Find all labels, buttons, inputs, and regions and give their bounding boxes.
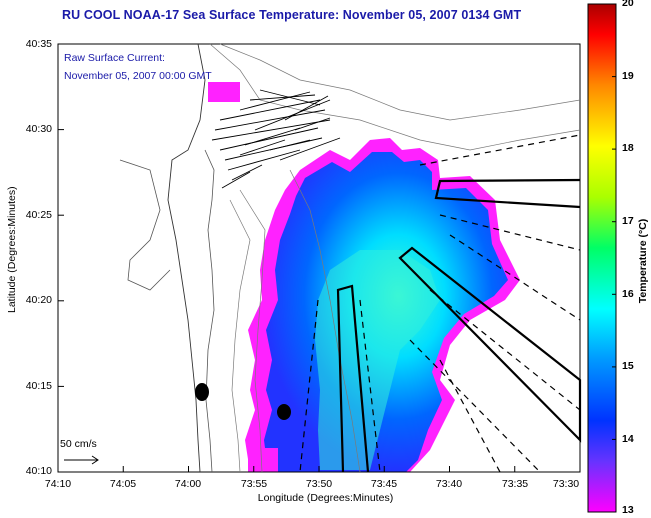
coastal-blob-1 xyxy=(195,383,209,401)
x-tick-label: 73:35 xyxy=(501,478,529,490)
colorbar-tick-label: 15 xyxy=(622,360,634,372)
legend-line-1: Raw Surface Current: xyxy=(64,52,165,64)
y-tick-label: 40:30 xyxy=(25,123,52,135)
survey-boxes xyxy=(336,178,582,473)
scale-label: 50 cm/s xyxy=(60,438,97,450)
colorbar xyxy=(587,3,617,513)
y-tick-label: 40:20 xyxy=(25,294,52,306)
colorbar-tick-label: 13 xyxy=(622,504,634,516)
x-tick-label: 73:45 xyxy=(370,478,398,490)
x-tick-label: 74:05 xyxy=(109,478,137,490)
axis-ticks xyxy=(58,43,516,472)
figure-title: RU COOL NOAA-17 Sea Surface Temperature:… xyxy=(62,8,522,22)
y-tick-label: 40:10 xyxy=(25,465,52,477)
x-tick-label: 74:00 xyxy=(174,478,202,490)
radar-sectors xyxy=(299,134,581,473)
y-tick-label: 40:15 xyxy=(25,380,52,392)
scale-arrow xyxy=(64,455,99,465)
legend-line-2: November 05, 2007 00:00 GMT xyxy=(64,70,212,82)
bathymetry-contours xyxy=(209,43,581,473)
sst-patch xyxy=(208,82,520,472)
x-tick-label: 73:55 xyxy=(240,478,268,490)
coastline-inner xyxy=(204,149,215,473)
colorbar-label: Temperature (°C) xyxy=(637,218,649,304)
colorbar-tick-label: 18 xyxy=(622,142,634,154)
x-axis-label: Longitude (Degrees:Minutes) xyxy=(257,492,394,504)
current-vectors xyxy=(211,89,341,189)
y-tick-label: 40:35 xyxy=(25,38,52,50)
colorbar-tick-label: 17 xyxy=(622,215,634,227)
colorbar-tick-label: 20 xyxy=(622,0,634,9)
x-tick-label: 73:40 xyxy=(435,478,463,490)
colorbar-tick-label: 14 xyxy=(622,433,634,445)
bay-outline xyxy=(119,159,171,291)
y-axis-label: Latitude (Degrees:Minutes) xyxy=(6,186,18,313)
y-tick-label: 40:25 xyxy=(25,209,52,221)
coastline xyxy=(167,43,206,473)
colorbar-tick-label: 19 xyxy=(622,70,634,82)
coastal-blob-2 xyxy=(277,404,291,420)
colorbar-ticks xyxy=(612,76,616,440)
x-tick-label: 73:30 xyxy=(552,478,580,490)
colorbar-tick-label: 16 xyxy=(622,288,634,300)
x-tick-label: 73:50 xyxy=(305,478,333,490)
x-tick-label: 74:10 xyxy=(44,478,72,490)
